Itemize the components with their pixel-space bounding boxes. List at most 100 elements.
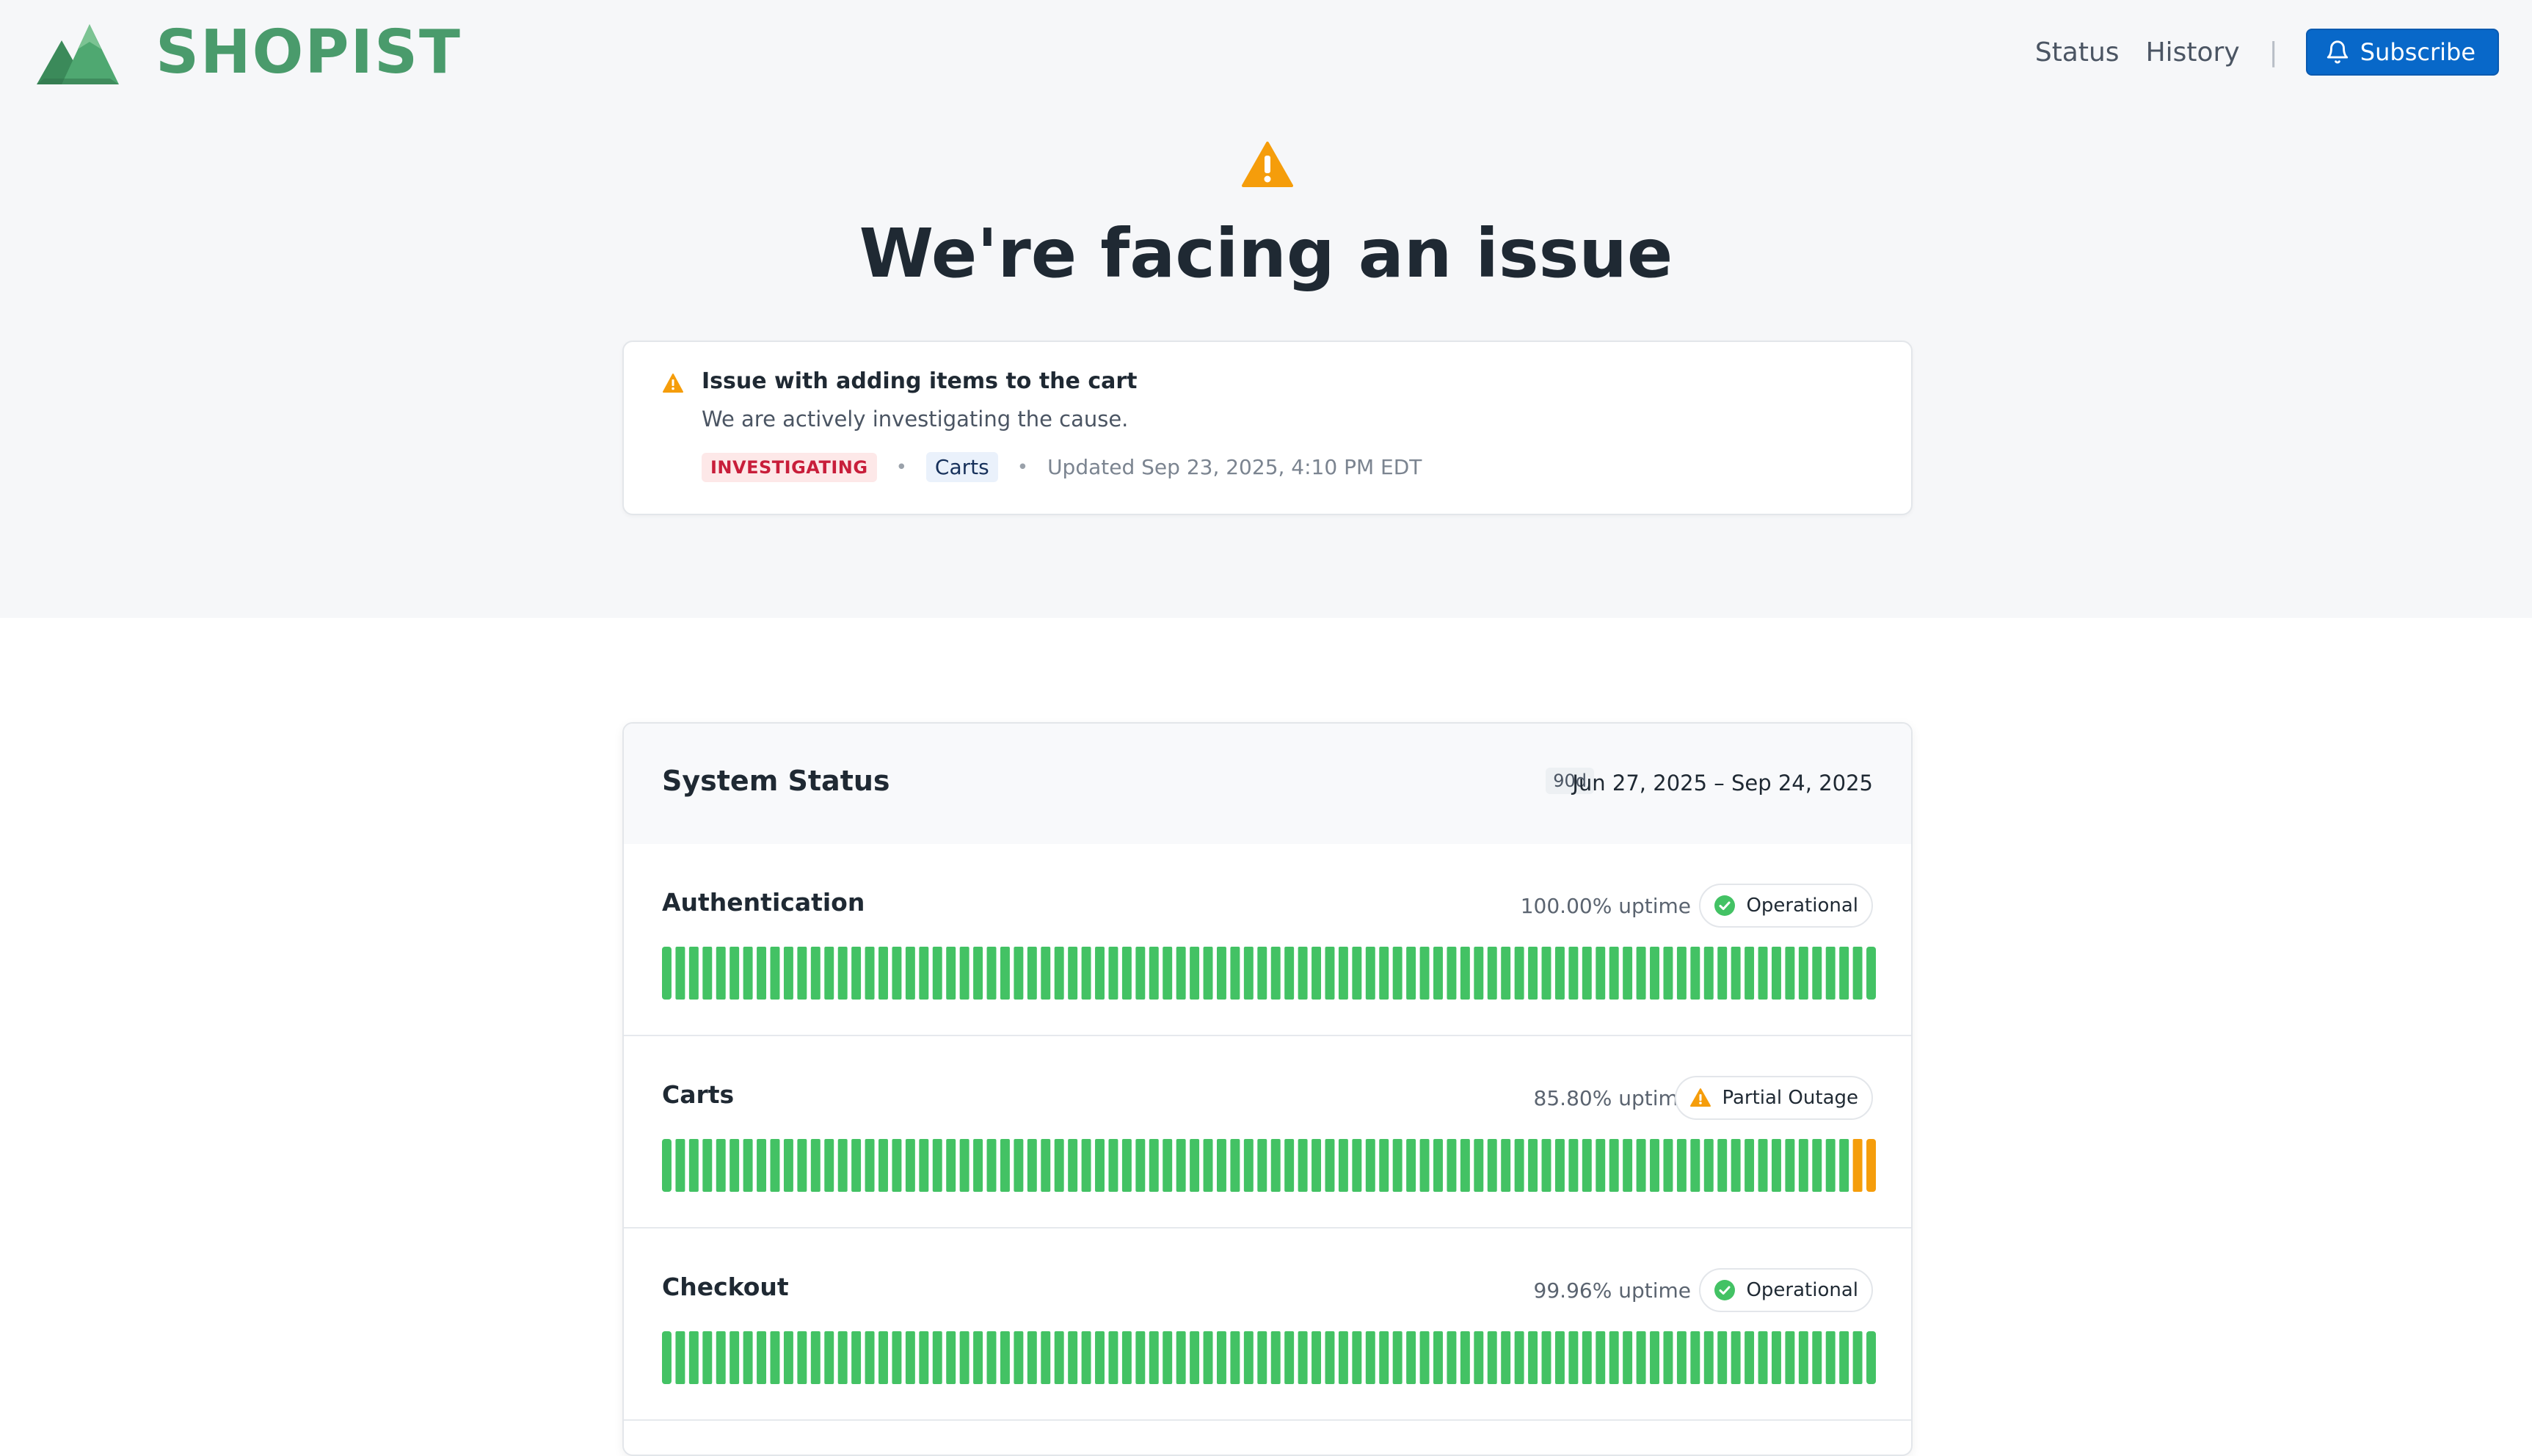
uptime-day-bar[interactable] [905,947,915,1000]
uptime-day-bar[interactable] [1866,1139,1876,1192]
uptime-day-bar[interactable] [1623,1139,1633,1192]
uptime-day-bar[interactable] [1582,1331,1592,1384]
uptime-day-bar[interactable] [1839,947,1849,1000]
uptime-day-bar[interactable] [1203,947,1213,1000]
uptime-day-bar[interactable] [1663,1331,1673,1384]
subscribe-button[interactable]: Subscribe [2305,29,2499,76]
uptime-day-bar[interactable] [959,1331,969,1384]
uptime-day-bar[interactable] [1216,1139,1226,1192]
uptime-day-bar[interactable] [905,1331,915,1384]
uptime-day-bar[interactable] [878,947,888,1000]
uptime-day-bar[interactable] [1041,947,1051,1000]
uptime-day-bar[interactable] [932,947,942,1000]
uptime-day-bar[interactable] [1745,1139,1755,1192]
uptime-day-bar[interactable] [1731,1331,1741,1384]
uptime-day-bar[interactable] [1284,947,1295,1000]
uptime-day-bar[interactable] [905,1139,915,1192]
uptime-day-bar[interactable] [1392,947,1403,1000]
uptime-day-bar[interactable] [1717,1331,1728,1384]
uptime-day-bar[interactable] [1379,1139,1389,1192]
uptime-day-bar[interactable] [1609,1331,1619,1384]
uptime-day-bar[interactable] [1582,1139,1592,1192]
uptime-day-bar[interactable] [1703,1139,1714,1192]
uptime-day-bar[interactable] [1270,1331,1281,1384]
uptime-day-bar[interactable] [1163,1139,1173,1192]
uptime-day-bar[interactable] [1447,1139,1457,1192]
uptime-day-bar[interactable] [1243,1331,1254,1384]
uptime-day-bar[interactable] [1771,1331,1781,1384]
uptime-day-bar[interactable] [1758,947,1768,1000]
uptime-day-bar[interactable] [1596,1331,1606,1384]
uptime-day-bar[interactable] [1433,1139,1443,1192]
uptime-day-bar[interactable] [1243,1139,1254,1192]
uptime-day-bar[interactable] [1325,1139,1335,1192]
uptime-day-bar[interactable] [1474,947,1484,1000]
uptime-day-bar[interactable] [1676,947,1687,1000]
uptime-day-bar[interactable] [1568,1139,1579,1192]
uptime-day-bar[interactable] [986,1331,997,1384]
uptime-day-bar[interactable] [1609,1139,1619,1192]
uptime-day-bar[interactable] [973,1139,983,1192]
uptime-day-bar[interactable] [1554,947,1565,1000]
uptime-day-bar[interactable] [1745,1331,1755,1384]
uptime-day-bar[interactable] [1460,947,1470,1000]
uptime-day-bar[interactable] [932,1139,942,1192]
uptime-day-bar[interactable] [1176,1139,1186,1192]
uptime-day-bar[interactable] [1081,1331,1091,1384]
uptime-day-bar[interactable] [1365,1139,1375,1192]
uptime-day-bar[interactable] [1230,1139,1240,1192]
uptime-day-bar[interactable] [1554,1139,1565,1192]
uptime-day-bar[interactable] [1690,947,1700,1000]
uptime-day-bar[interactable] [851,947,862,1000]
incident-card[interactable]: Issue with adding items to the cart We a… [622,341,1913,515]
uptime-day-bar[interactable] [1798,947,1808,1000]
uptime-day-bar[interactable] [1433,947,1443,1000]
uptime-day-bar[interactable] [1785,1331,1795,1384]
uptime-day-bar[interactable] [1121,1139,1132,1192]
uptime-day-bar[interactable] [824,1139,834,1192]
uptime-day-bar[interactable] [730,1139,740,1192]
uptime-day-bar[interactable] [743,947,753,1000]
uptime-day-bar[interactable] [1474,1139,1484,1192]
uptime-day-bar[interactable] [1230,1331,1240,1384]
uptime-day-bar[interactable] [1298,1331,1308,1384]
uptime-day-bar[interactable] [986,947,997,1000]
uptime-day-bar[interactable] [1460,1139,1470,1192]
uptime-day-bar[interactable] [837,1139,848,1192]
uptime-day-bar[interactable] [837,1331,848,1384]
uptime-day-bar[interactable] [1352,947,1362,1000]
uptime-day-bar[interactable] [1230,947,1240,1000]
uptime-day-bar[interactable] [730,1331,740,1384]
uptime-day-bar[interactable] [1433,1331,1443,1384]
uptime-day-bar[interactable] [1081,947,1091,1000]
uptime-day-bar[interactable] [1095,1139,1105,1192]
uptime-day-bar[interactable] [1149,1331,1159,1384]
uptime-day-bar[interactable] [1758,1139,1768,1192]
uptime-day-bar[interactable] [1000,1139,1010,1192]
uptime-day-bar[interactable] [1812,1139,1822,1192]
uptime-day-bar[interactable] [878,1139,888,1192]
uptime-day-bar[interactable] [1163,947,1173,1000]
uptime-day-bar[interactable] [1014,1331,1024,1384]
uptime-day-bar[interactable] [1406,1139,1416,1192]
uptime-day-bar[interactable] [1190,947,1200,1000]
uptime-day-bar[interactable] [1352,1331,1362,1384]
uptime-day-bar[interactable] [797,1139,807,1192]
uptime-day-bar[interactable] [1257,1139,1267,1192]
uptime-day-bar[interactable] [1501,1139,1511,1192]
uptime-day-bar[interactable] [892,947,902,1000]
uptime-day-bar[interactable] [1312,1331,1322,1384]
nav-history-link[interactable]: History [2145,37,2240,68]
uptime-day-bar[interactable] [892,1139,902,1192]
uptime-day-bar[interactable] [1487,1331,1497,1384]
uptime-day-bar[interactable] [716,947,726,1000]
uptime-day-bar[interactable] [1392,1331,1403,1384]
uptime-day-bar[interactable] [1176,947,1186,1000]
uptime-day-bar[interactable] [757,947,767,1000]
uptime-day-bar[interactable] [716,1331,726,1384]
uptime-day-bar[interactable] [1636,1331,1646,1384]
uptime-day-bar[interactable] [1663,947,1673,1000]
uptime-day-bar[interactable] [1812,1331,1822,1384]
uptime-day-bar[interactable] [1825,1139,1836,1192]
uptime-day-bar[interactable] [1027,1331,1037,1384]
